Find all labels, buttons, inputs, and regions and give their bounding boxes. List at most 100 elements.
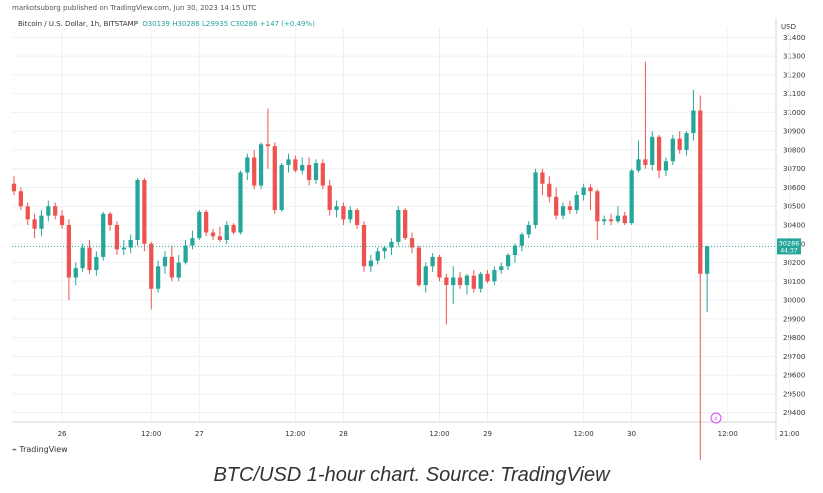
candle-body [341,206,346,220]
candle-body [650,136,655,165]
symbol-title: Bitcoin / U.S. Dollar, 1h, BITSTAMP [18,20,138,28]
countdown-label: 44:37 [780,247,797,254]
currency-label: USD [781,23,796,31]
event-icon [710,412,722,424]
candle-body [73,268,78,278]
candle-body [286,159,291,165]
candle-body [53,206,58,216]
candle-body [663,161,669,171]
candle-body [368,260,373,267]
candle-body [320,163,325,186]
chart-frame: markotsuborg published on TradingView.co… [0,0,823,460]
candle-body [540,172,545,184]
candle-body [190,238,195,246]
candle-body [423,266,428,286]
candle-body [183,245,188,263]
candle-body [80,247,85,269]
candle-body [602,219,607,222]
candle-body [348,209,353,220]
x-tick-label: 12:00 [141,430,161,438]
candle-body [46,206,51,216]
candle-body [409,238,415,248]
candle-body [444,277,449,286]
candle-body [11,183,17,192]
candle-body [499,266,504,271]
x-tick-label: 12:00 [429,430,449,438]
y-tick-label: 31300 [783,53,805,61]
candle-body [245,157,250,173]
candle-body [622,215,627,224]
candle-body [87,247,92,271]
candle-body [204,211,209,233]
y-tick-label: 30600 [783,184,805,192]
candle-body [485,273,490,282]
y-tick-label: 30900 [783,128,805,136]
candle-body [217,236,223,241]
candle-body [162,256,168,267]
x-tick-label: 28 [339,430,348,438]
candlestick-chart[interactable]: 29400 29500 29600 29700 29800 29900 30000 30100… [0,0,823,460]
candle-body [155,266,161,289]
candle-body [128,240,133,248]
candle-body [636,159,641,171]
candle-body [574,194,579,210]
ohlc-change: +147 (+0.49%) [259,20,315,28]
candle-body [114,225,120,250]
symbol-legend: Bitcoin / U.S. Dollar, 1h, BITSTAMP O301… [18,20,315,28]
candle-body [691,110,696,134]
y-tick-label: 29800 [783,334,805,342]
candle-body [169,256,174,278]
y-tick-label: 29600 [783,372,805,380]
candle-body [272,146,277,210]
candle-body [567,206,573,210]
candle-body [355,209,360,225]
candle-body [505,255,511,267]
candle-body [478,273,483,289]
x-tick-label: 26 [58,430,67,438]
ohlc-close: C30286 [230,20,258,28]
candle-body [293,159,298,171]
candle-body [94,256,99,271]
candle-body [629,170,634,224]
ohlc-open: O30139 [142,20,170,28]
candle-body [588,187,593,192]
candle-body [101,213,106,257]
y-tick-label: 30000 [783,297,805,305]
candle-body [403,209,408,239]
candle-body [533,172,538,225]
candle-body [526,225,531,235]
candle-body [519,234,524,246]
y-tick-label: 30800 [783,146,805,154]
x-tick-label: 12:00 [285,430,305,438]
candle-body [231,225,236,233]
candle-body [416,247,422,286]
candle-body [300,164,305,171]
x-tick-label: 30 [627,430,636,438]
candle-body [313,163,319,180]
candle-body [32,219,37,229]
candle-body [258,144,264,186]
y-tick-label: 29900 [783,315,805,323]
y-tick-label: 31100 [783,90,805,98]
y-tick-label: 30200 [783,259,805,267]
candle-body [698,110,703,274]
candle-body [18,191,23,207]
candle-body [492,270,497,282]
x-tick-label: 27 [195,430,204,438]
candle-body [512,245,518,256]
candle-body [684,133,689,150]
candle-body [279,164,284,210]
candle-body [437,256,442,278]
candle-body [252,157,257,186]
candle-body [595,191,600,222]
candle-body [608,219,614,222]
candle-body [334,206,339,210]
candle-body [176,262,181,278]
x-tick-label: 21:00 [779,430,799,438]
candle-body [464,275,470,286]
y-tick-label: 31000 [783,109,805,117]
candle-body [66,225,72,278]
y-tick-label: 30100 [783,278,805,286]
candle-body [327,185,332,210]
tradingview-brand: ⌁ TradingView [12,445,68,454]
